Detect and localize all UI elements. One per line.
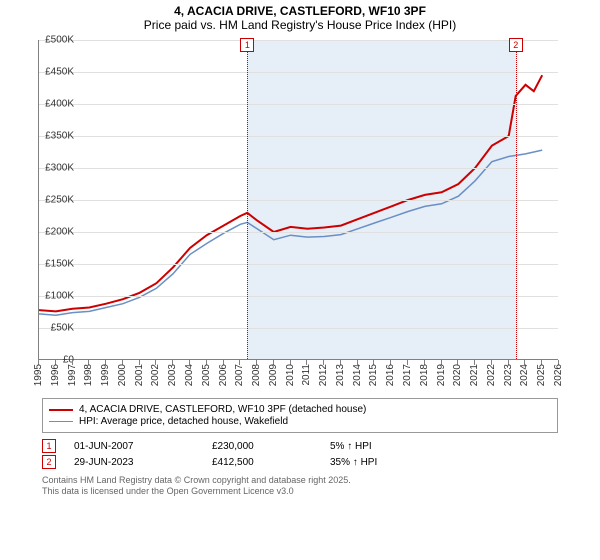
gridline — [39, 264, 558, 265]
x-axis-label: 2019 — [436, 364, 447, 386]
x-axis-label: 2000 — [117, 364, 128, 386]
x-axis-label: 2010 — [285, 364, 296, 386]
footer-line1: Contains HM Land Registry data © Crown c… — [42, 475, 600, 486]
x-axis-label: 2012 — [318, 364, 329, 386]
x-axis-label: 1998 — [83, 364, 94, 386]
y-axis-label: £150K — [45, 259, 74, 270]
y-axis-label: £50K — [51, 323, 74, 334]
x-axis-label: 1996 — [50, 364, 61, 386]
legend-label: 4, ACACIA DRIVE, CASTLEFORD, WF10 3PF (d… — [79, 404, 366, 415]
x-axis-label: 1995 — [33, 364, 44, 386]
sale-marker: 2 — [42, 455, 56, 469]
x-axis-label: 2021 — [469, 364, 480, 386]
title-subtitle: Price paid vs. HM Land Registry's House … — [0, 18, 600, 32]
y-axis-label: £300K — [45, 163, 74, 174]
y-axis-label: £450K — [45, 67, 74, 78]
gridline — [39, 136, 558, 137]
x-axis-label: 2013 — [335, 364, 346, 386]
y-axis-label: £350K — [45, 131, 74, 142]
legend-box: 4, ACACIA DRIVE, CASTLEFORD, WF10 3PF (d… — [42, 398, 558, 433]
chart-area: 12 £0£50K£100K£150K£200K£250K£300K£350K£… — [38, 40, 598, 390]
y-axis-label: £400K — [45, 99, 74, 110]
legend-item: HPI: Average price, detached house, Wake… — [49, 416, 551, 427]
gridline — [39, 168, 558, 169]
x-axis-label: 2001 — [134, 364, 145, 386]
x-axis-label: 2015 — [368, 364, 379, 386]
x-axis-label: 2018 — [419, 364, 430, 386]
sale-marker: 1 — [42, 439, 56, 453]
y-axis-label: £100K — [45, 291, 74, 302]
sale-row: 1 01-JUN-2007 £230,000 5% ↑ HPI — [42, 439, 558, 453]
chart-header: 4, ACACIA DRIVE, CASTLEFORD, WF10 3PF Pr… — [0, 0, 600, 34]
marker-line-1 — [247, 40, 248, 359]
legend-item: 4, ACACIA DRIVE, CASTLEFORD, WF10 3PF (d… — [49, 404, 551, 415]
title-address: 4, ACACIA DRIVE, CASTLEFORD, WF10 3PF — [0, 4, 600, 18]
sales-table: 1 01-JUN-2007 £230,000 5% ↑ HPI 2 29-JUN-2023… — [42, 439, 558, 469]
sale-date: 29-JUN-2023 — [74, 457, 194, 468]
x-axis-label: 1997 — [67, 364, 78, 386]
gridline — [39, 328, 558, 329]
x-axis-label: 2025 — [536, 364, 547, 386]
x-axis-label: 2016 — [385, 364, 396, 386]
x-axis-label: 2008 — [251, 364, 262, 386]
x-axis-label: 2007 — [234, 364, 245, 386]
legend-swatch — [49, 409, 73, 411]
x-axis-label: 2006 — [218, 364, 229, 386]
x-axis-label: 2002 — [150, 364, 161, 386]
footer-attribution: Contains HM Land Registry data © Crown c… — [42, 475, 600, 498]
gridline — [39, 40, 558, 41]
x-axis-label: 2003 — [167, 364, 178, 386]
gridline — [39, 232, 558, 233]
footer-line2: This data is licensed under the Open Gov… — [42, 486, 600, 497]
x-axis-label: 2026 — [553, 364, 564, 386]
plot-region: 12 — [38, 40, 558, 360]
y-axis-label: £200K — [45, 227, 74, 238]
x-axis-label: 2004 — [184, 364, 195, 386]
legend-label: HPI: Average price, detached house, Wake… — [79, 416, 288, 427]
series-line — [39, 75, 542, 311]
sale-pct: 5% ↑ HPI — [330, 441, 450, 452]
x-axis-label: 2005 — [201, 364, 212, 386]
gridline — [39, 72, 558, 73]
sale-date: 01-JUN-2007 — [74, 441, 194, 452]
y-axis-label: £500K — [45, 35, 74, 46]
x-axis-label: 2022 — [486, 364, 497, 386]
sale-price: £230,000 — [212, 441, 312, 452]
x-axis-label: 2011 — [301, 364, 312, 386]
sale-price: £412,500 — [212, 457, 312, 468]
x-axis-label: 2014 — [352, 364, 363, 386]
sale-pct: 35% ↑ HPI — [330, 457, 450, 468]
gridline — [39, 200, 558, 201]
sale-row: 2 29-JUN-2023 £412,500 35% ↑ HPI — [42, 455, 558, 469]
x-axis-label: 2009 — [268, 364, 279, 386]
marker-line-2 — [516, 40, 517, 359]
x-axis-label: 2017 — [402, 364, 413, 386]
marker-box-1: 1 — [240, 38, 254, 52]
x-axis-label: 2020 — [452, 364, 463, 386]
gridline — [39, 296, 558, 297]
x-axis-label: 2023 — [503, 364, 514, 386]
gridline — [39, 104, 558, 105]
x-axis-label: 1999 — [100, 364, 111, 386]
marker-box-2: 2 — [509, 38, 523, 52]
x-axis-label: 2024 — [519, 364, 530, 386]
y-axis-label: £250K — [45, 195, 74, 206]
legend-swatch — [49, 421, 73, 422]
